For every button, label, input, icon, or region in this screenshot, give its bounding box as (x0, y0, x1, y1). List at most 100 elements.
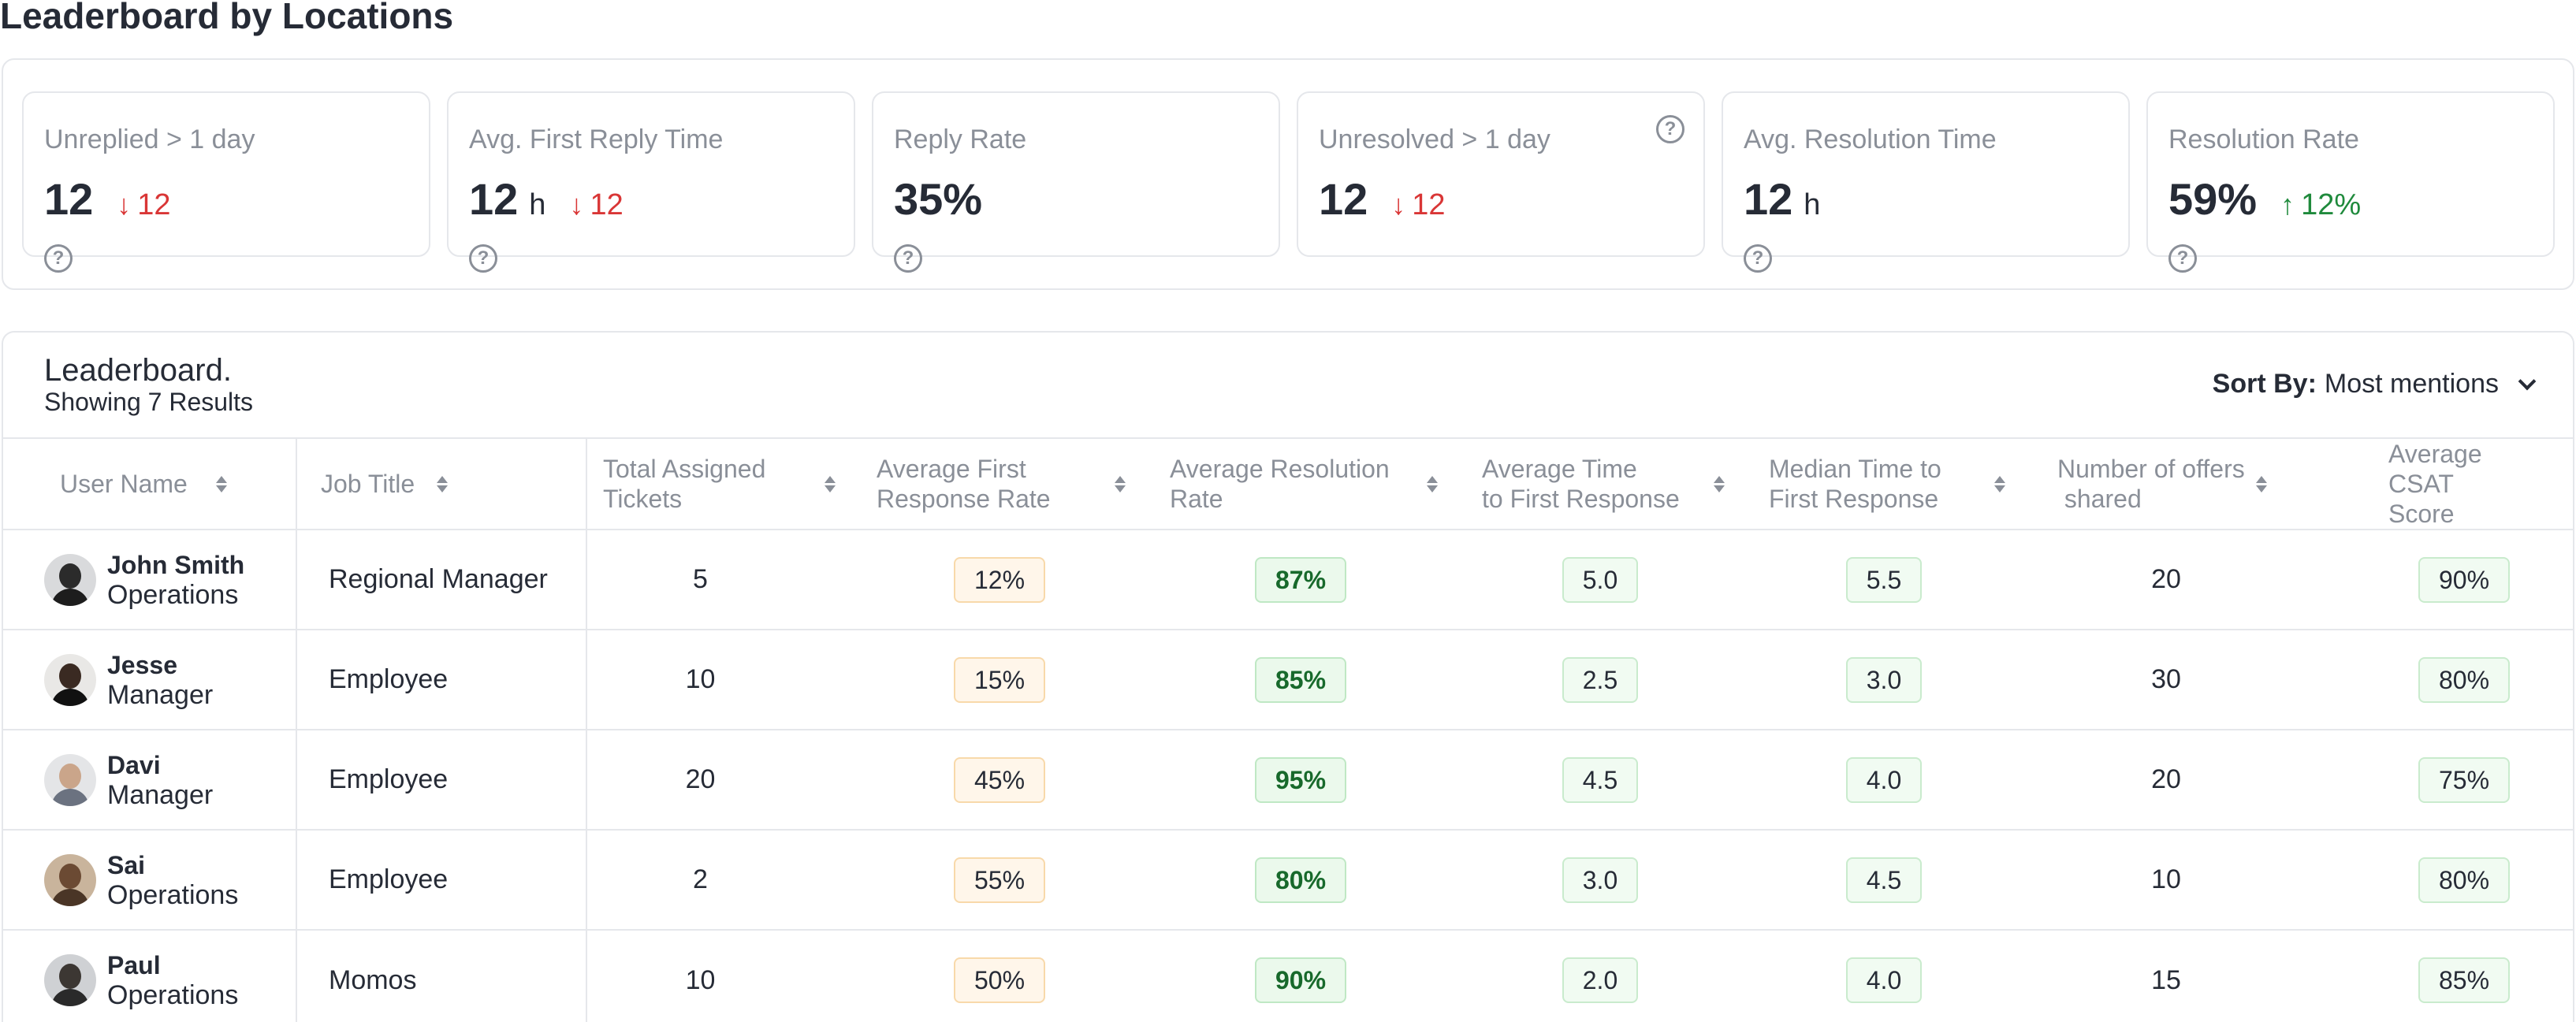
rate-badge: 50% (953, 957, 1046, 1003)
table-row[interactable]: John Smith Operations Regional Manager 5 … (3, 529, 2573, 630)
help-icon[interactable]: ? (1656, 115, 1684, 143)
sort-by-value: Most mentions (2324, 369, 2499, 399)
time-badge: 4.0 (1845, 756, 1923, 803)
help-icon[interactable]: ? (2168, 244, 2197, 273)
metric-card-unresolved: Unresolved > 1 day 12 ↓ 12 ? (1297, 91, 1705, 257)
sort-icon[interactable] (825, 475, 836, 492)
column-header-median-time-first-response[interactable]: Median Time to First Response (1744, 437, 2024, 530)
time-badge: 3.0 (1845, 656, 1923, 703)
user-cell: Jesse Manager (3, 629, 297, 730)
metric-card-unreplied: Unreplied > 1 day 12 ↓ 12 ? (22, 91, 430, 273)
sort-icon[interactable] (1427, 475, 1438, 492)
median-time-cell: 5.5 (1744, 529, 2024, 630)
time-badge: 3.0 (1562, 857, 1639, 903)
metric-card-resolution-rate: Resolution Rate 59% ↑ 12% ? (2146, 91, 2555, 273)
metric-card-avg-resolution: Avg. Resolution Time 12 h ? (1722, 91, 2130, 273)
metrics-panel: Unreplied > 1 day 12 ↓ 12 ? Avg. First Re… (2, 58, 2574, 290)
csat-badge: 85% (2418, 957, 2511, 1003)
tickets-cell: 2 (586, 829, 854, 930)
help-icon[interactable]: ? (44, 244, 73, 273)
user-department: Operations (107, 579, 239, 610)
metric-value: 35% (894, 174, 983, 224)
first-response-rate-cell: 12% (854, 529, 1145, 630)
sort-icon[interactable] (1714, 475, 1725, 492)
table-row[interactable]: Jesse Manager Employee 10 15% 85% 2.5 3.0… (3, 629, 2573, 730)
table-row[interactable]: Sai Operations Employee 2 55% 80% 3.0 4.5… (3, 829, 2573, 930)
column-header-total-assigned-tickets[interactable]: Total Assigned Tickets (586, 437, 854, 530)
user-name: John Smith (107, 550, 245, 579)
first-response-rate-cell: 50% (854, 929, 1145, 1022)
column-header-job-title[interactable]: Job Title (296, 437, 587, 530)
offers-cell: 30 (2024, 629, 2355, 730)
avatar (44, 553, 96, 606)
csat-badge: 90% (2418, 556, 2511, 603)
time-badge: 2.0 (1562, 957, 1639, 1003)
column-header-avg-first-response-rate[interactable]: Average First Response Rate (854, 437, 1145, 530)
help-icon[interactable]: ? (1744, 244, 1772, 273)
leaderboard-subtitle: Showing 7 Results (44, 388, 254, 416)
user-cell: John Smith Operations (3, 529, 297, 630)
csat-badge: 80% (2418, 656, 2511, 703)
user-name: Davi (107, 750, 161, 779)
resolution-rate-cell: 80% (1145, 829, 1457, 930)
sort-icon[interactable] (437, 475, 449, 492)
column-header-number-of-offers[interactable]: Number of offers shared (2024, 437, 2355, 530)
rate-badge: 87% (1254, 556, 1347, 603)
metric-value: 12 (1319, 174, 1368, 224)
avatar (44, 954, 96, 1006)
chevron-down-icon (2518, 372, 2537, 390)
table-row[interactable]: Davi Manager Employee 20 45% 95% 4.5 4.0 … (3, 729, 2573, 830)
median-time-cell: 4.0 (1744, 929, 2024, 1022)
offers-cell: 20 (2024, 729, 2355, 830)
sort-by-dropdown[interactable]: Sort By: Most mentions (2212, 369, 2537, 400)
metric-delta: ↑ 12% (2280, 188, 2362, 221)
avatar (44, 853, 96, 906)
table-row[interactable]: Paul Operations Momos 10 50% 90% 2.0 4.0 … (3, 929, 2573, 1022)
rate-badge: 15% (953, 656, 1046, 703)
leaderboard-table: User Name Job Title Total Assigned Ticket… (3, 437, 2573, 1022)
offers-cell: 15 (2024, 929, 2355, 1022)
column-header-user-name[interactable]: User Name (3, 437, 297, 530)
metric-delta: ↓ 12 (1391, 188, 1446, 221)
avatar (44, 753, 96, 806)
metric-label: Avg. Resolution Time (1744, 124, 1997, 154)
rate-badge: 45% (953, 756, 1046, 803)
table-header-row: User Name Job Title Total Assigned Ticket… (3, 437, 2573, 530)
csat-cell: 80% (2355, 629, 2573, 730)
avg-time-cell: 2.0 (1457, 929, 1744, 1022)
time-badge: 4.0 (1845, 957, 1923, 1003)
metric-value: 12 (44, 174, 94, 224)
csat-cell: 80% (2355, 829, 2573, 930)
metric-label: Unresolved > 1 day (1319, 124, 1550, 154)
time-badge: 2.5 (1562, 656, 1639, 703)
arrow-up-icon: ↑ (2280, 188, 2295, 221)
csat-cell: 85% (2355, 929, 2573, 1022)
metric-card-avg-first-reply: Avg. First Reply Time 12 h ↓ 12 ? (447, 91, 855, 273)
metric-unit: h (1804, 188, 1821, 221)
avg-time-cell: 3.0 (1457, 829, 1744, 930)
column-header-avg-csat-score[interactable]: Average CSAT Score (2355, 437, 2573, 530)
offers-cell: 10 (2024, 829, 2355, 930)
sort-by-label: Sort By: (2212, 369, 2317, 399)
job-title-cell: Employee (296, 829, 587, 930)
time-badge: 4.5 (1845, 857, 1923, 903)
help-icon[interactable]: ? (894, 244, 922, 273)
time-badge: 4.5 (1562, 756, 1639, 803)
tickets-cell: 20 (586, 729, 854, 830)
help-icon[interactable]: ? (469, 244, 497, 273)
arrow-down-icon: ↓ (117, 188, 132, 221)
leaderboard-panel: Leaderboard. Showing 7 Results Sort By: … (2, 331, 2574, 1022)
column-header-avg-resolution-rate[interactable]: Average Resolution Rate (1145, 437, 1457, 530)
sort-icon[interactable] (1115, 475, 1126, 492)
sort-icon[interactable] (2256, 475, 2267, 492)
sort-icon[interactable] (215, 475, 227, 492)
median-time-cell: 4.0 (1744, 729, 2024, 830)
user-department: Operations (107, 879, 239, 910)
metric-label: Unreplied > 1 day (44, 124, 255, 154)
csat-cell: 75% (2355, 729, 2573, 830)
job-title-cell: Regional Manager (296, 529, 587, 630)
column-header-avg-time-first-response[interactable]: Average Time to First Response (1457, 437, 1744, 530)
csat-badge: 80% (2418, 857, 2511, 903)
tickets-cell: 10 (586, 629, 854, 730)
sort-icon[interactable] (1994, 475, 2005, 492)
